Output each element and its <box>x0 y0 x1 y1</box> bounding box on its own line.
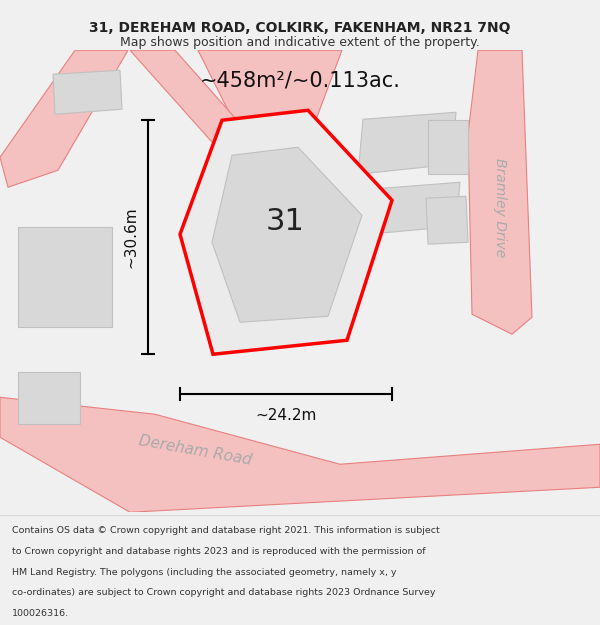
Text: co-ordinates) are subject to Crown copyright and database rights 2023 Ordnance S: co-ordinates) are subject to Crown copyr… <box>12 589 436 598</box>
Polygon shape <box>0 398 600 512</box>
Polygon shape <box>426 196 468 244</box>
Text: ~458m²/~0.113ac.: ~458m²/~0.113ac. <box>200 70 400 90</box>
Polygon shape <box>18 372 80 424</box>
Text: Bramley Drive: Bramley Drive <box>493 158 507 257</box>
Text: Map shows position and indicative extent of the property.: Map shows position and indicative extent… <box>120 36 480 49</box>
Polygon shape <box>0 50 128 187</box>
Polygon shape <box>358 112 456 174</box>
Text: to Crown copyright and database rights 2023 and is reproduced with the permissio: to Crown copyright and database rights 2… <box>12 547 425 556</box>
Polygon shape <box>212 148 362 322</box>
Text: Dereham Road: Dereham Road <box>137 433 253 468</box>
Polygon shape <box>18 228 112 328</box>
Polygon shape <box>130 50 270 162</box>
Polygon shape <box>53 70 122 114</box>
Text: 100026316.: 100026316. <box>12 609 69 618</box>
Text: ~24.2m: ~24.2m <box>256 408 317 423</box>
Polygon shape <box>180 110 392 354</box>
Polygon shape <box>368 182 460 234</box>
Text: HM Land Registry. The polygons (including the associated geometry, namely x, y: HM Land Registry. The polygons (includin… <box>12 568 397 577</box>
Text: 31, DEREHAM ROAD, COLKIRK, FAKENHAM, NR21 7NQ: 31, DEREHAM ROAD, COLKIRK, FAKENHAM, NR2… <box>89 21 511 34</box>
Polygon shape <box>198 50 342 130</box>
Text: Contains OS data © Crown copyright and database right 2021. This information is : Contains OS data © Crown copyright and d… <box>12 526 440 535</box>
Polygon shape <box>468 50 532 334</box>
Text: 31: 31 <box>266 207 304 236</box>
Polygon shape <box>428 120 468 174</box>
Text: ~30.6m: ~30.6m <box>123 206 138 268</box>
